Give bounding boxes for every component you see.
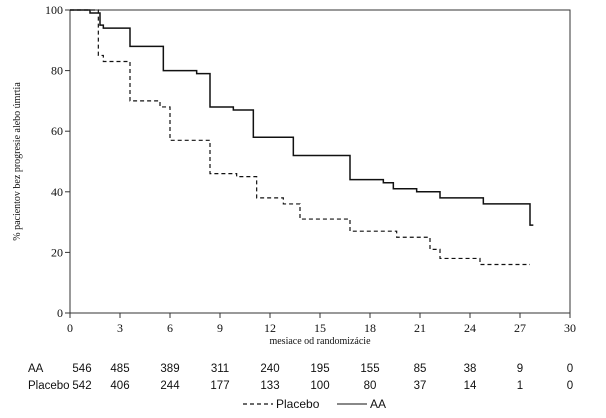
at-risk-count: 155 xyxy=(360,363,379,375)
y-tick-label: 100 xyxy=(45,3,63,17)
legend-label-placebo: Placebo xyxy=(276,397,320,411)
legend-label-aa: AA xyxy=(370,397,386,411)
at-risk-count: 85 xyxy=(414,363,427,375)
at-risk-count: 133 xyxy=(260,380,279,392)
y-axis-title: % pacientov bez progresie alebo úmrtia xyxy=(12,82,23,241)
y-tick-label: 20 xyxy=(51,245,63,259)
at-risk-count: 240 xyxy=(260,363,279,375)
at-risk-count: 38 xyxy=(464,363,477,375)
at-risk-count: 0 xyxy=(567,363,573,375)
y-tick-label: 60 xyxy=(51,124,63,138)
x-tick-label: 6 xyxy=(167,321,173,335)
legend: Placebo AA xyxy=(243,397,386,411)
x-tick-label: 27 xyxy=(514,321,526,335)
series-placebo-line xyxy=(70,9,530,266)
at-risk-count: 37 xyxy=(414,380,427,392)
x-axis: 0 3 6 9 12 15 18 21 24 27 30 xyxy=(67,313,576,335)
plot-frame xyxy=(69,9,571,314)
at-risk-count: 9 xyxy=(517,363,523,375)
at-risk-row-label: Placebo xyxy=(28,380,70,392)
at-risk-count: 546 xyxy=(72,363,91,375)
x-tick-label: 9 xyxy=(217,321,223,335)
y-tick-label: 80 xyxy=(51,64,63,78)
x-tick-label: 15 xyxy=(314,321,326,335)
plot-border xyxy=(69,9,571,314)
y-axis: 0 20 40 60 80 100 xyxy=(45,3,70,320)
x-tick-label: 12 xyxy=(264,321,276,335)
at-risk-count: 177 xyxy=(210,380,229,392)
series-aa-line xyxy=(70,9,534,226)
at-risk-count: 100 xyxy=(310,380,329,392)
x-tick-label: 0 xyxy=(67,321,73,335)
x-tick-label: 3 xyxy=(117,321,123,335)
x-axis-title: mesiace od randomizácie xyxy=(269,336,371,347)
at-risk-count: 406 xyxy=(110,380,129,392)
y-tick-label: 40 xyxy=(51,185,63,199)
at-risk-count: 311 xyxy=(211,363,229,375)
at-risk-count: 0 xyxy=(567,380,573,392)
series-layer xyxy=(70,9,534,266)
at-risk-count: 14 xyxy=(464,380,477,392)
at-risk-count: 485 xyxy=(110,363,129,375)
at-risk-count: 195 xyxy=(310,363,329,375)
at-risk-count: 1 xyxy=(517,380,523,392)
at-risk-count: 542 xyxy=(72,380,91,392)
x-tick-label: 21 xyxy=(414,321,426,335)
at-risk-count: 244 xyxy=(160,380,180,392)
at-risk-row-label: AA xyxy=(28,363,44,375)
y-tick-label: 0 xyxy=(57,306,63,320)
x-tick-label: 30 xyxy=(564,321,576,335)
at-risk-count: 80 xyxy=(364,380,377,392)
x-tick-label: 18 xyxy=(364,321,376,335)
x-tick-label: 24 xyxy=(464,321,476,335)
at-risk-count: 389 xyxy=(160,363,179,375)
